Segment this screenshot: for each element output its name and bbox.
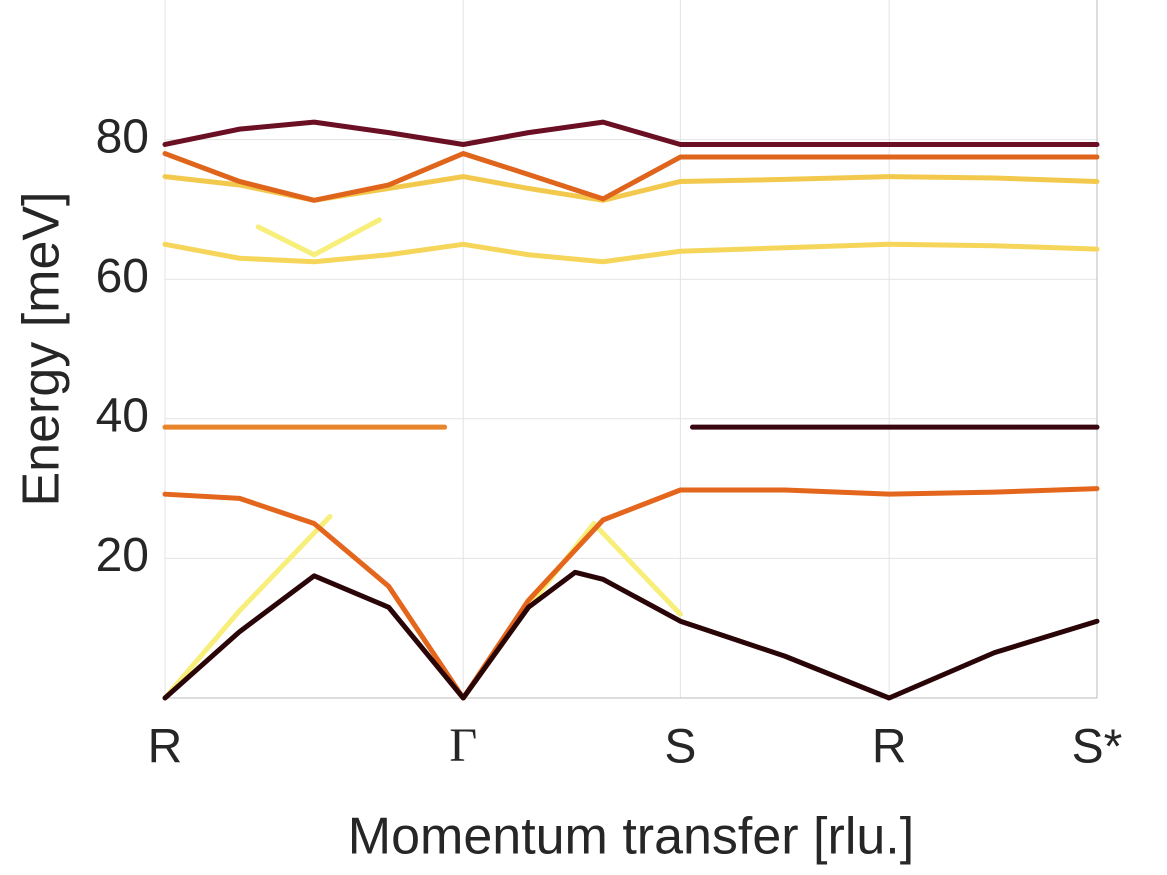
- branch-line: [162, 514, 333, 701]
- y-tick-label: 80: [96, 110, 149, 163]
- x-tick-label: Γ: [449, 719, 477, 772]
- y-tick-label: 60: [96, 250, 149, 303]
- branch-line: [162, 569, 1100, 701]
- y-tick-label: 20: [96, 529, 149, 582]
- branch-line: [162, 151, 1100, 203]
- x-tick-label: R: [148, 721, 183, 774]
- x-axis-label: Momentum transfer [rlu.]: [348, 808, 914, 866]
- x-tick-label: R: [872, 721, 907, 774]
- x-tick-label: S*: [1072, 721, 1123, 774]
- branch-line: [255, 217, 382, 258]
- y-axis-label: Energy [meV]: [13, 191, 71, 506]
- x-tick-label: S: [664, 721, 696, 774]
- branch-line: [460, 521, 683, 701]
- y-tick-label: 40: [96, 389, 149, 442]
- branch-line: [162, 119, 1100, 147]
- branch-line: [162, 486, 1100, 701]
- branch-line: [162, 241, 1100, 265]
